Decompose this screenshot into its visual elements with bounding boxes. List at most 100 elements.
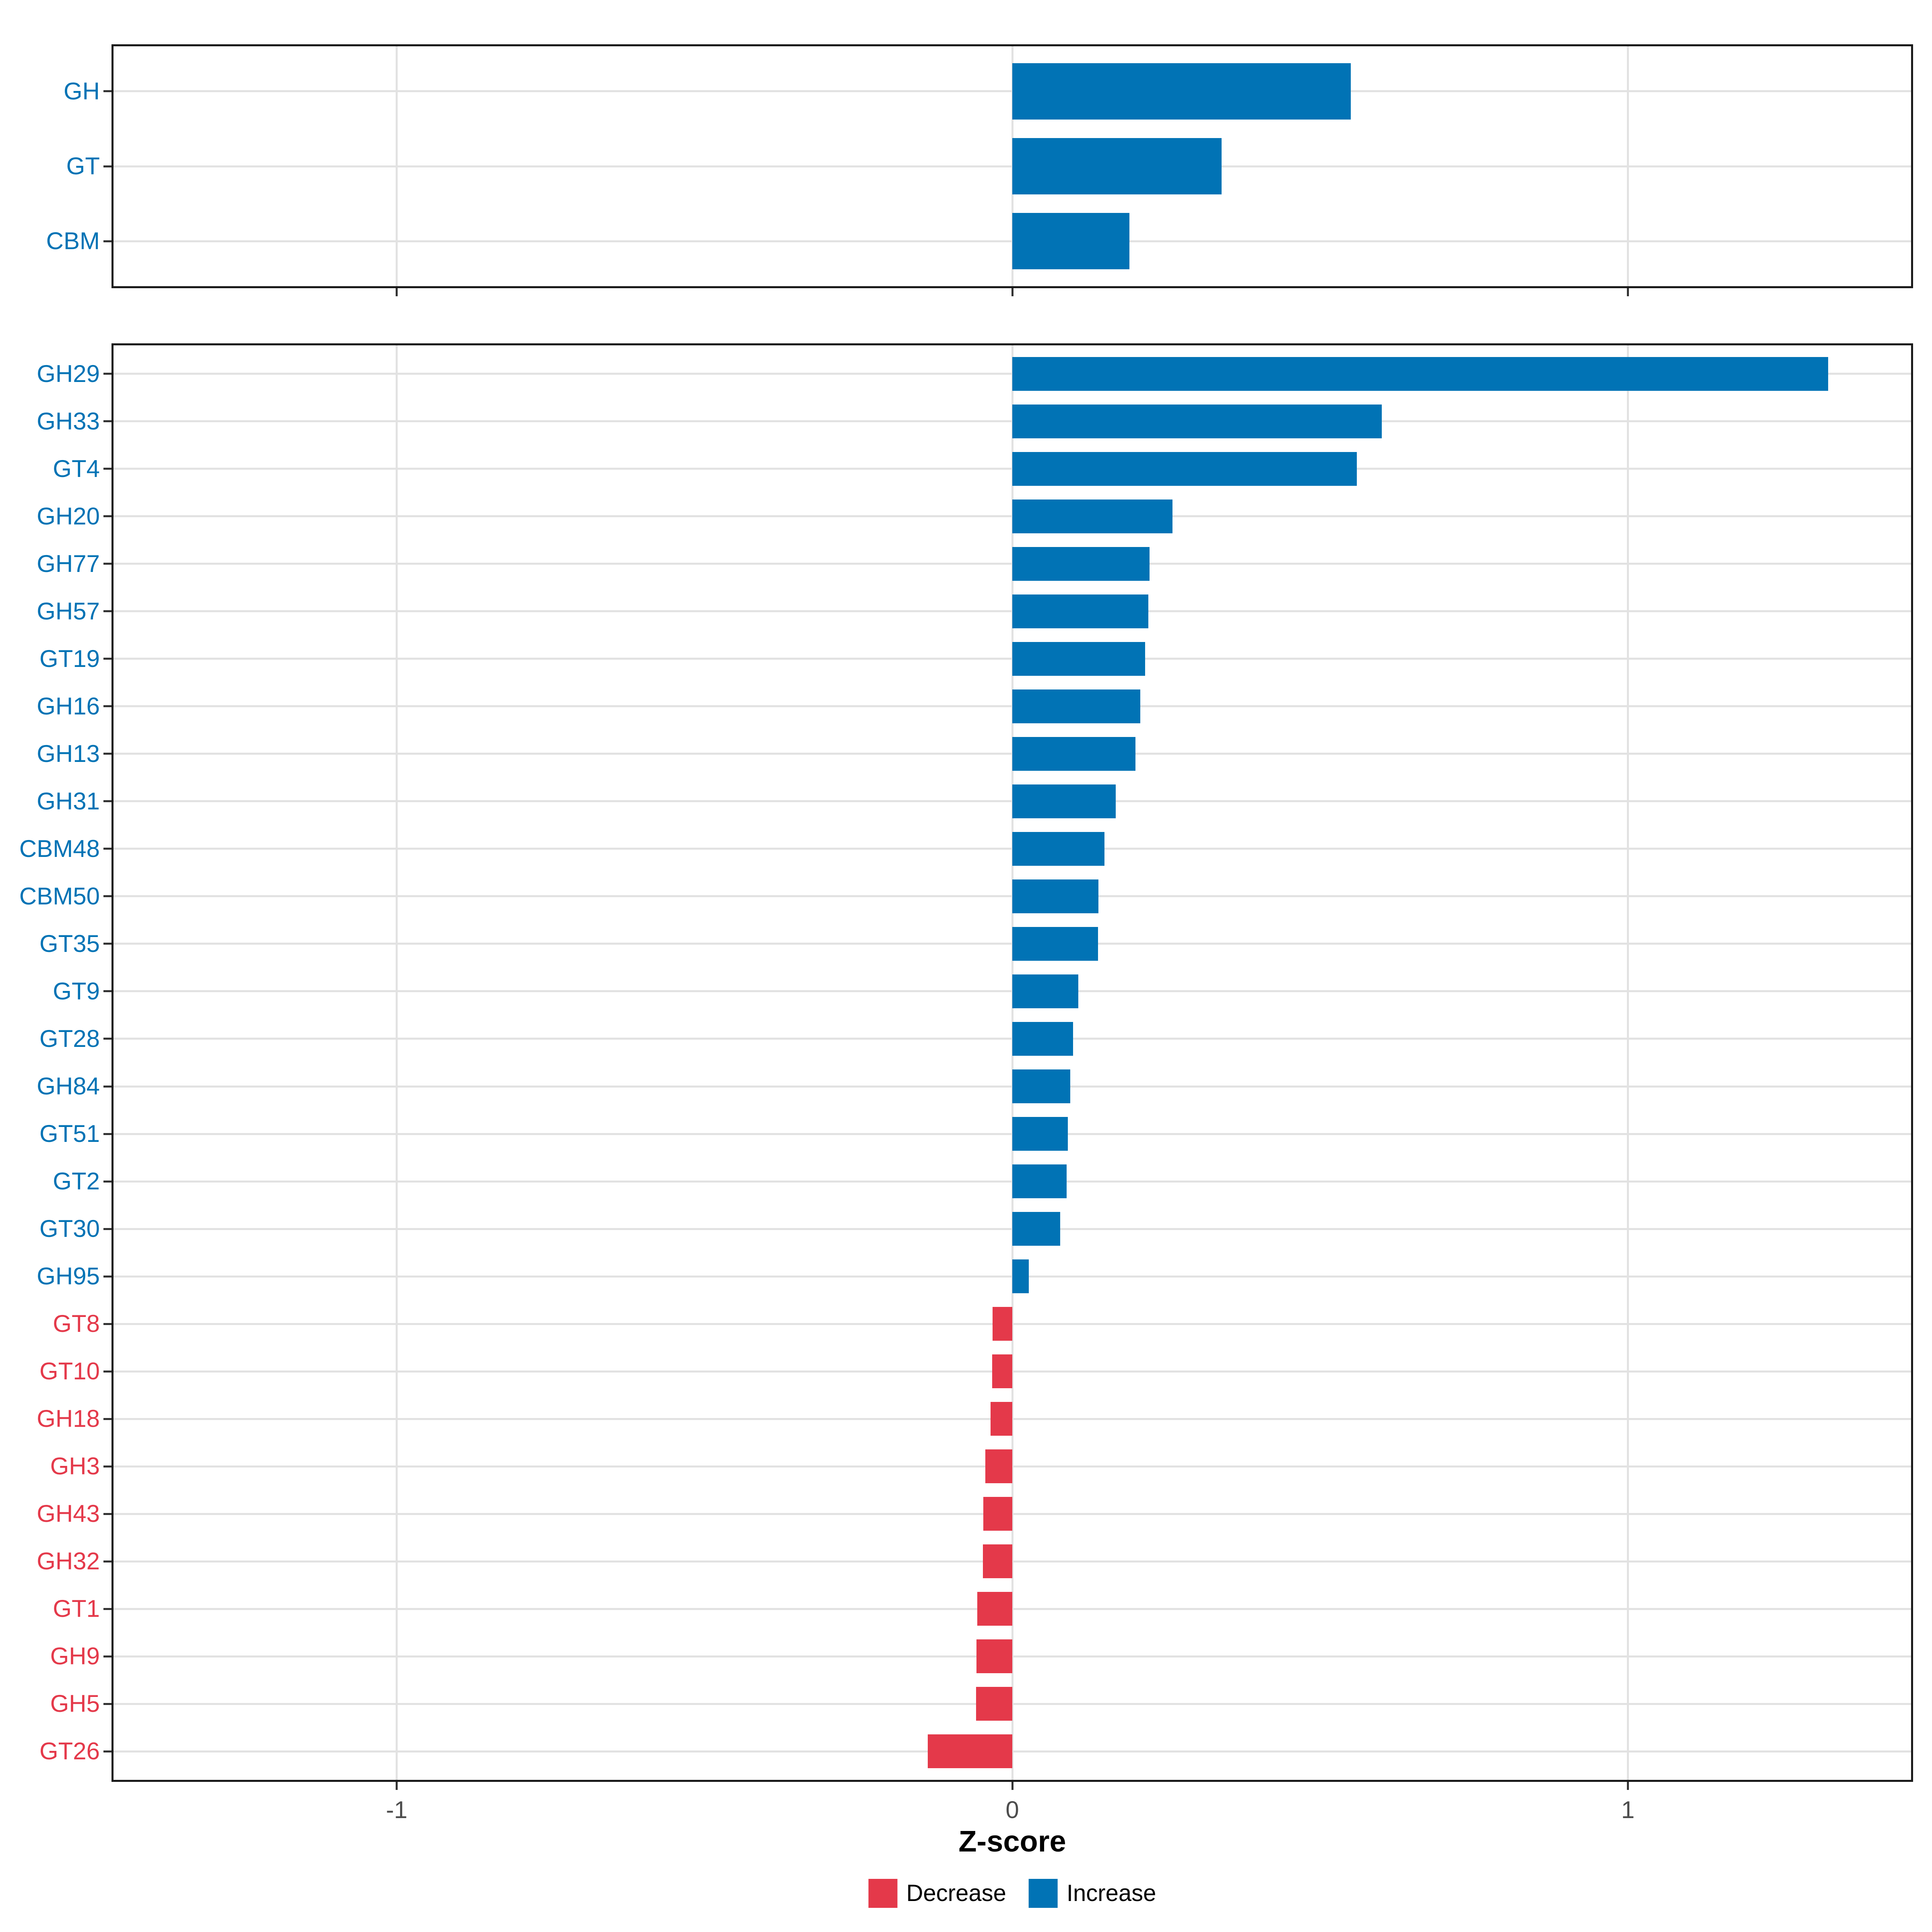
y-label-GT2: GT2 [53,1168,100,1195]
y-label-GT51: GT51 [39,1120,100,1148]
gridline-row [114,1703,1911,1705]
x-tick-1 [1627,1782,1629,1790]
gridline-x-1 [1627,345,1629,1780]
bar-GT51 [1012,1117,1068,1151]
y-label-CBM: CBM [46,227,100,255]
bar-GT26 [928,1734,1012,1769]
y-label-GT8: GT8 [53,1310,100,1338]
bar-GH13 [1012,737,1135,771]
y-tick-GH3 [103,1465,111,1468]
y-label-CBM48: CBM48 [19,835,100,862]
y-tick-GH5 [103,1703,111,1705]
bar-GH31 [1012,784,1116,818]
y-label-GH3: GH3 [50,1453,100,1480]
y-label-GH57: GH57 [37,597,100,625]
y-tick-GH84 [103,1085,111,1088]
y-label-GH: GH [64,77,100,105]
y-tick-GT2 [103,1180,111,1183]
gridline-row [114,1418,1911,1420]
summary-panel: GH GT CBM [46,44,1913,296]
y-tick-GT28 [103,1038,111,1040]
y-tick-GT [103,165,111,167]
x-tick-label--1: -1 [386,1796,408,1823]
legend-item-increase: Increase [1028,1879,1156,1908]
y-tick-GT8 [103,1323,111,1325]
y-tick-CBM48 [103,848,111,850]
bar-GH16 [1012,689,1141,723]
bar-GH5 [976,1687,1012,1721]
gridline-row [114,1750,1911,1752]
bar-GT10 [992,1354,1012,1389]
bar-GH33 [1012,404,1382,438]
gridline-x--1 [396,345,398,1780]
y-tick-GT26 [103,1750,111,1752]
bar-GH29 [1012,357,1828,391]
bar-GH77 [1012,547,1150,581]
y-label-GT35: GT35 [39,930,100,957]
bar-GH95 [1012,1259,1029,1294]
y-label-GH43: GH43 [37,1500,100,1527]
y-label-GH29: GH29 [37,360,100,387]
y-tick-GT51 [103,1133,111,1135]
y-tick-GH13 [103,753,111,755]
families-panel: GH29 GH33 GT4 GH20 GH77 GH57 GT19 GH16 GH13 GH31 C… [19,343,1913,1790]
x-axis-title: Z-score [958,1825,1066,1858]
y-tick-GH29 [103,373,111,375]
y-label-GH95: GH95 [37,1263,100,1290]
y-tick-GT9 [103,990,111,993]
x-tick-label-1: 1 [1621,1796,1635,1823]
gridline-row [114,1655,1911,1657]
y-tick-GT10 [103,1370,111,1373]
y-label-GH32: GH32 [37,1548,100,1575]
y-label-GH18: GH18 [37,1405,100,1432]
y-tick-GH43 [103,1513,111,1515]
x-tick--1 [396,1782,398,1790]
y-tick-GH32 [103,1560,111,1563]
increase-swatch [1028,1879,1058,1908]
y-label-GT30: GT30 [39,1215,100,1243]
y-tick-GT30 [103,1228,111,1230]
y-label-GH9: GH9 [50,1643,100,1670]
gridline-row [114,1323,1911,1325]
y-label-GH5: GH5 [50,1690,100,1717]
y-label-GH31: GH31 [37,787,100,815]
y-tick-GT4 [103,468,111,470]
y-label-GT10: GT10 [39,1358,100,1385]
y-tick-CBM50 [103,895,111,898]
bar-GH3 [985,1449,1012,1484]
bar-GH84 [1012,1069,1070,1103]
bar-GH43 [983,1497,1012,1531]
decrease-swatch [868,1879,898,1908]
bar-GT [1012,138,1222,194]
gridline-row [114,1513,1911,1515]
y-label-GT4: GT4 [53,455,100,482]
y-tick-GH [103,90,111,93]
y-tick-GH9 [103,1655,111,1657]
y-label-GH33: GH33 [37,407,100,435]
bar-CBM48 [1012,832,1105,866]
y-label-GT26: GT26 [39,1738,100,1765]
y-label-GT9: GT9 [53,977,100,1005]
y-label-GH77: GH77 [37,550,100,577]
y-label-GT: GT [66,153,100,180]
gridline-row [114,1370,1911,1373]
y-tick-GH33 [103,420,111,423]
legend: Decrease Increase [868,1879,1156,1908]
bar-GH57 [1012,594,1148,628]
y-label-GH20: GH20 [37,502,100,530]
decrease-label: Decrease [906,1880,1006,1906]
y-tick-GH20 [103,515,111,518]
y-label-GH13: GH13 [37,740,100,767]
x-tick-label-0: 0 [1005,1796,1019,1823]
bar-GT8 [993,1307,1012,1341]
increase-label: Increase [1066,1880,1156,1906]
bar-GT2 [1012,1164,1067,1199]
y-label-GT1: GT1 [53,1595,100,1622]
y-tick-GH16 [103,705,111,708]
y-tick-GT1 [103,1608,111,1610]
y-tick-GT19 [103,658,111,660]
y-tick-GH31 [103,800,111,803]
gridline-row [114,1560,1911,1563]
bar-GT35 [1012,927,1098,961]
